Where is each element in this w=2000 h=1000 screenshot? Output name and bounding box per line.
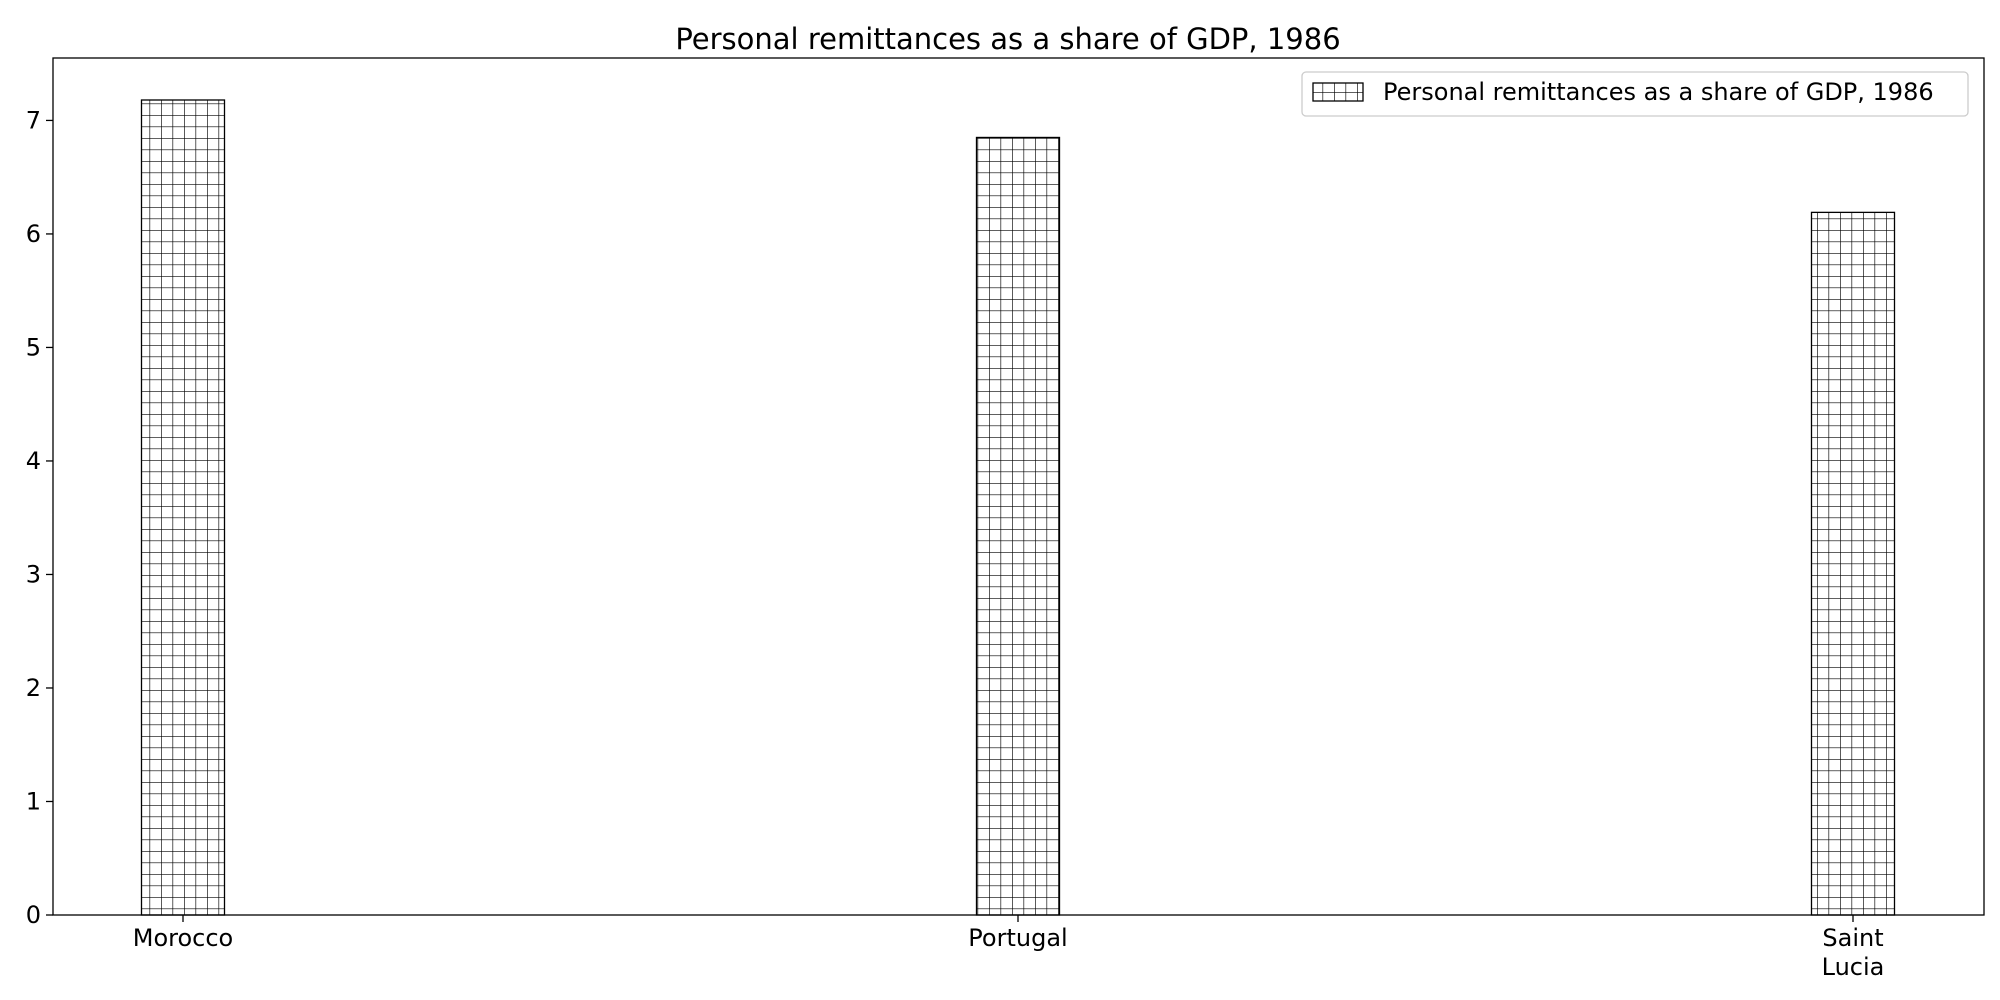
legend-frame [1301, 71, 1969, 117]
y-tick-label: 5 [26, 333, 41, 361]
y-tick-label: 6 [26, 220, 41, 248]
y-axis: 0 1 2 3 4 5 6 7 [26, 106, 53, 929]
chart-title: Personal remittances as a share of GDP, … [675, 22, 1340, 56]
y-tick-label: 0 [26, 901, 41, 929]
legend-swatch [1312, 82, 1364, 102]
bar-morocco [140, 99, 226, 916]
x-tick-label: Saint [1822, 924, 1883, 952]
y-tick-label: 3 [26, 560, 41, 588]
bars-group [140, 99, 1896, 916]
x-tick-label: Morocco [133, 924, 234, 952]
x-tick-label: Lucia [1822, 953, 1885, 981]
legend: Personal remittances as a share of GDP, … [1301, 71, 1969, 117]
x-tick-label: Portugal [968, 924, 1067, 952]
bar-saint-lucia [1810, 211, 1896, 916]
bar-portugal [975, 136, 1061, 916]
y-tick-label: 1 [26, 787, 41, 815]
legend-label: Personal remittances as a share of GDP, … [1383, 78, 1934, 106]
y-tick-label: 7 [26, 106, 41, 134]
y-tick-label: 2 [26, 674, 41, 702]
y-tick-label: 4 [26, 447, 41, 475]
